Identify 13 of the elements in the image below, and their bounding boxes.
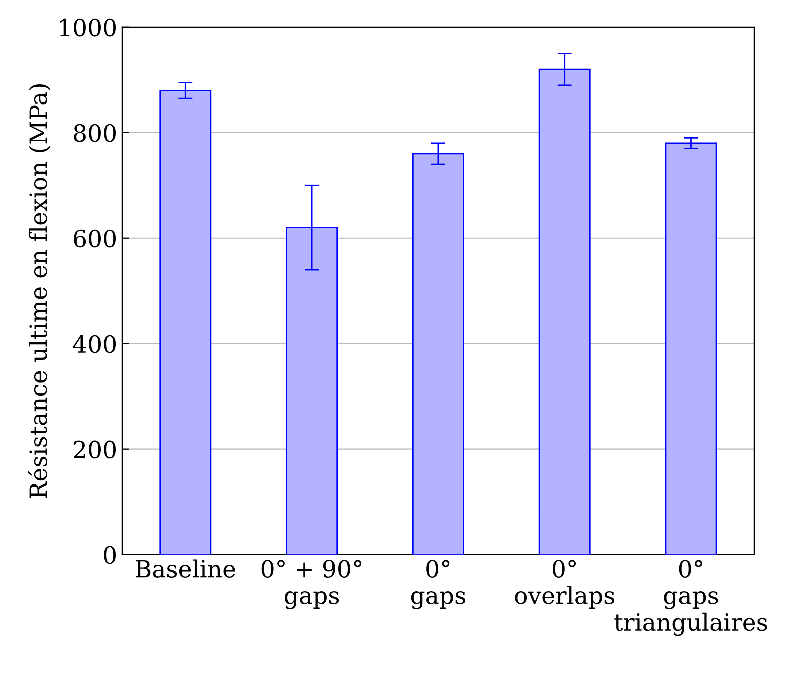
y-tick-label: 1000 <box>60 18 116 37</box>
y-tick-label: 400 <box>73 335 116 354</box>
x-tick-label: 0° gaps <box>411 560 466 610</box>
x-tick-label: 0° overlaps <box>515 560 614 609</box>
y-tick-label: 600 <box>74 230 116 248</box>
y-tick-label: 200 <box>74 440 116 459</box>
y-axis-title: Résistance ultime en flexion (MPa) <box>28 84 51 498</box>
y-tick-label: 800 <box>74 124 116 142</box>
x-tick-label: 0° + 90° gaps <box>262 560 362 610</box>
y-tick-label: 0 <box>104 546 116 564</box>
x-tick-label: Baseline <box>136 560 236 578</box>
bar <box>665 142 718 555</box>
x-tick-label: 0° gaps triangulaires <box>614 560 768 636</box>
